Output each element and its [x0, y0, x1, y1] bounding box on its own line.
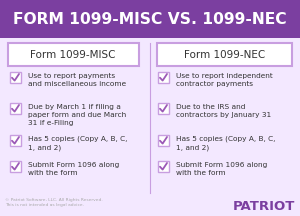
Text: © Patriot Software, LLC. All Rights Reserved.
This is not intended as legal advi: © Patriot Software, LLC. All Rights Rese… — [5, 198, 103, 207]
Text: Due by March 1 if filing a
paper form and due March
31 if e-Filing: Due by March 1 if filing a paper form an… — [28, 104, 126, 127]
Text: Use to report payments
and miscellaneous income: Use to report payments and miscellaneous… — [28, 73, 126, 87]
FancyBboxPatch shape — [158, 161, 169, 172]
FancyBboxPatch shape — [158, 72, 169, 83]
Text: PATRIOT: PATRIOT — [232, 200, 295, 213]
Text: Form 1099-NEC: Form 1099-NEC — [184, 50, 266, 60]
FancyBboxPatch shape — [157, 43, 292, 66]
Text: Submit Form 1096 along
with the form: Submit Form 1096 along with the form — [28, 162, 119, 176]
FancyBboxPatch shape — [10, 161, 21, 172]
Text: Has 5 copies (Copy A, B, C,
1, and 2): Has 5 copies (Copy A, B, C, 1, and 2) — [28, 136, 128, 151]
Text: Use to report independent
contractor payments: Use to report independent contractor pay… — [176, 73, 273, 87]
Text: Has 5 copies (Copy A, B, C,
1, and 2): Has 5 copies (Copy A, B, C, 1, and 2) — [176, 136, 275, 151]
FancyBboxPatch shape — [158, 103, 169, 114]
FancyBboxPatch shape — [0, 0, 300, 38]
Text: Due to the IRS and
contractors by January 31: Due to the IRS and contractors by Januar… — [176, 104, 271, 118]
FancyBboxPatch shape — [10, 135, 21, 146]
FancyBboxPatch shape — [8, 43, 139, 66]
FancyBboxPatch shape — [10, 103, 21, 114]
FancyBboxPatch shape — [158, 135, 169, 146]
Text: Form 1099-MISC: Form 1099-MISC — [30, 50, 116, 60]
Text: FORM 1099-MISC VS. 1099-NEC: FORM 1099-MISC VS. 1099-NEC — [13, 13, 287, 27]
FancyBboxPatch shape — [10, 72, 21, 83]
Text: Submit Form 1096 along
with the form: Submit Form 1096 along with the form — [176, 162, 267, 176]
